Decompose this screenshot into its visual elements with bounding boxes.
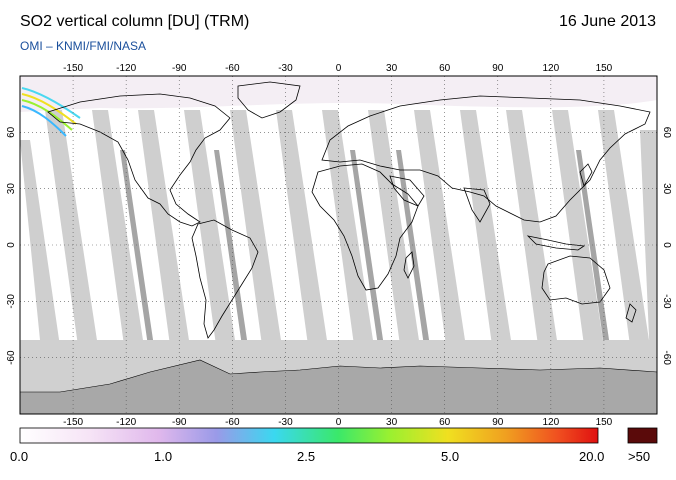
africa [311, 163, 419, 291]
latitude-ticks-left: 60 30 0 -30 -60 [6, 126, 17, 365]
colorbar-label-1: 1.0 [154, 449, 173, 464]
polar-artifact-arc [21, 105, 67, 137]
lon-tick-label-top: 30 [386, 63, 398, 74]
lon-tick-label-bottom: -150 [63, 417, 83, 428]
lat-tick-label-left: 30 [6, 183, 17, 195]
europe-asia [321, 95, 651, 223]
lat-tick-label-left: -30 [6, 294, 17, 309]
lon-tick-label-top: -30 [278, 63, 293, 74]
lon-tick-label-top: 120 [542, 63, 559, 74]
lon-tick-label-top: 60 [439, 63, 451, 74]
madagascar [403, 251, 415, 279]
australia [541, 255, 611, 305]
lon-tick-label-top: -120 [116, 63, 136, 74]
lon-tick-label-bottom: -120 [116, 417, 136, 428]
colorbar-gradient [19, 427, 599, 444]
lon-tick-label-top: -90 [172, 63, 187, 74]
lon-tick-label-bottom: -30 [278, 417, 293, 428]
south-america [191, 219, 259, 339]
lat-tick-label-right: 30 [661, 183, 672, 195]
lat-tick-label-left: -60 [6, 350, 17, 365]
colorbar-label-3: 5.0 [441, 449, 460, 464]
arabia [389, 175, 425, 207]
longitude-ticks-bottom: -150 -120 -90 -60 -30 0 30 60 90 120 150 [63, 417, 613, 428]
polar-artifact-arc [21, 99, 73, 131]
lon-tick-label-top: -150 [63, 63, 83, 74]
map-title: SO2 vertical column [DU] (TRM) [20, 13, 250, 30]
lon-tick-label-bottom: 90 [492, 417, 504, 428]
lat-tick-label-right: -60 [661, 350, 672, 365]
india [463, 187, 491, 223]
lat-tick-label-right: 60 [661, 127, 672, 139]
polar-artifact-arc [21, 93, 77, 125]
colorbar-overflow-swatch [627, 427, 658, 444]
lon-tick-label-bottom: 0 [336, 417, 342, 428]
lon-tick-label-bottom: -60 [225, 417, 240, 428]
lat-tick-label-right: 0 [661, 242, 672, 248]
north-america [47, 93, 231, 227]
lon-tick-label-bottom: 150 [596, 417, 613, 428]
lon-tick-label-top: 90 [492, 63, 504, 74]
lat-tick-label-left: 0 [6, 242, 17, 248]
map-frame [19, 75, 658, 415]
polar-artifact-arc [21, 87, 81, 119]
lon-tick-label-bottom: 60 [439, 417, 451, 428]
new-zealand [625, 303, 637, 323]
lon-tick-label-top: 150 [596, 63, 613, 74]
data-credit: OMI – KNMI/FMI/NASA [20, 39, 147, 53]
colorbar-label-5: >50 [628, 449, 651, 464]
latitude-ticks-right: 60 30 0 -30 -60 [661, 127, 672, 366]
colorbar-label-0: 0.0 [10, 449, 29, 464]
map-date: 16 June 2013 [559, 13, 656, 30]
longitude-ticks-top: -150 -120 -90 -60 -30 0 30 60 90 120 150 [63, 63, 613, 74]
lon-tick-label-bottom: 30 [386, 417, 398, 428]
lat-tick-label-left: 60 [6, 126, 17, 138]
lon-tick-label-top: 0 [336, 63, 342, 74]
japan [579, 163, 593, 188]
orbit-swath-overlaps [120, 150, 612, 360]
lon-tick-label-top: -60 [225, 63, 240, 74]
map-gridlines [20, 76, 657, 414]
colorbar-label-2: 2.5 [297, 449, 316, 464]
lat-tick-label-right: -30 [661, 294, 672, 309]
colorbar-label-4: 20.0 [579, 449, 605, 464]
lon-tick-label-bottom: -90 [172, 417, 187, 428]
greenland [237, 81, 301, 119]
lon-tick-label-bottom: 120 [542, 417, 559, 428]
